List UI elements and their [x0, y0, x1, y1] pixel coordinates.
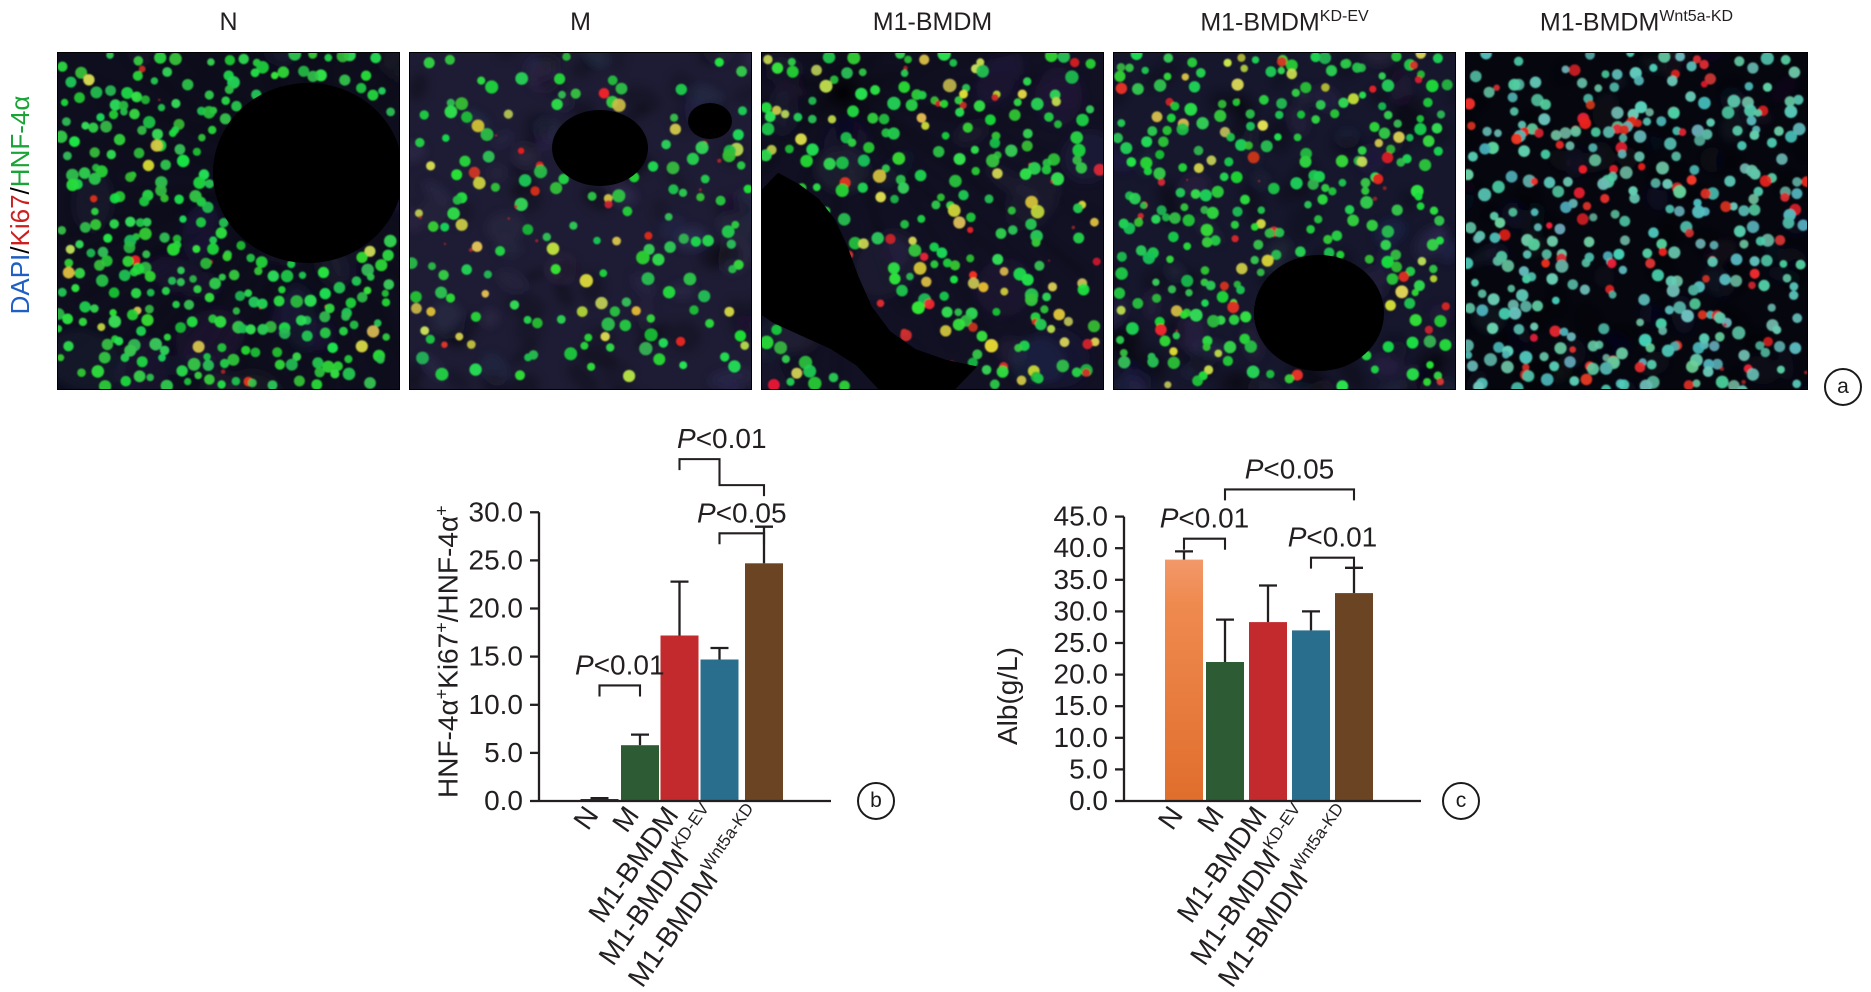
svg-text:15.0: 15.0	[1054, 690, 1109, 721]
svg-text:N: N	[1152, 801, 1189, 835]
svg-text:20.0: 20.0	[1054, 659, 1109, 690]
svg-text:35.0: 35.0	[1054, 564, 1109, 595]
svg-text:30.0: 30.0	[1054, 595, 1109, 626]
svg-text:10.0: 10.0	[1054, 722, 1109, 753]
svg-text:P<0.01: P<0.01	[1160, 503, 1250, 534]
svg-text:0.0: 0.0	[1069, 785, 1108, 816]
svg-text:P<0.05: P<0.05	[1245, 453, 1335, 484]
svg-text:M1-BMDMKD-EV: M1-BMDMKD-EV	[1182, 799, 1316, 971]
svg-text:5.0: 5.0	[1069, 753, 1108, 784]
svg-text:M1-BMDM: M1-BMDM	[1171, 801, 1273, 928]
svg-text:45.0: 45.0	[1054, 501, 1109, 532]
svg-text:P<0.01: P<0.01	[1288, 522, 1378, 553]
svg-text:M1-BMDMWnt5a-KD: M1-BMDMWnt5a-KD	[1210, 800, 1359, 992]
svg-text:M: M	[1191, 801, 1230, 838]
svg-text:40.0: 40.0	[1054, 532, 1109, 563]
svg-text:25.0: 25.0	[1054, 627, 1109, 658]
